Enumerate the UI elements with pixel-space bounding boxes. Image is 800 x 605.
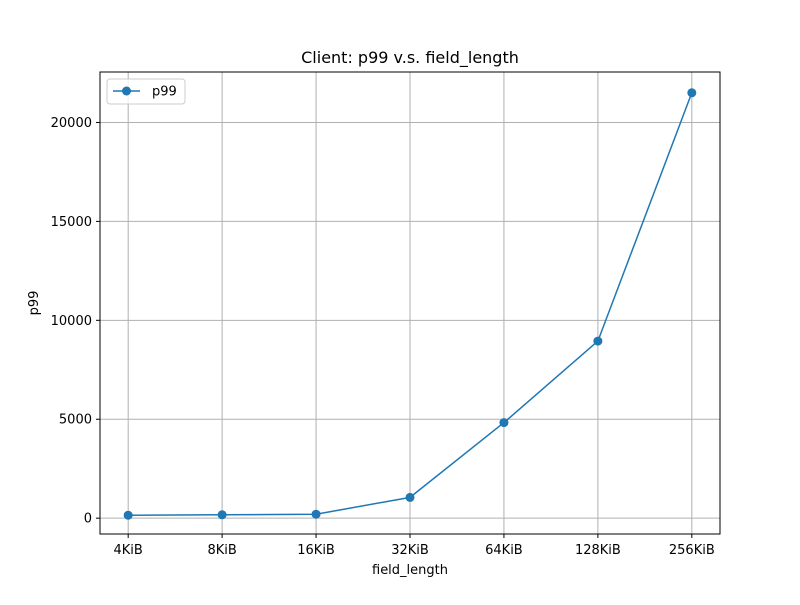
series-markers bbox=[123, 88, 697, 520]
legend-marker-p99 bbox=[122, 86, 131, 96]
x-axis-ticks: 4KiB 8KiB 16KiB 32KiB 64KiB 128KiB 256KiB bbox=[114, 534, 715, 558]
y-axis-ticks: 0 5000 10000 15000 20000 bbox=[51, 116, 100, 527]
y-tick-label: 0 bbox=[84, 512, 92, 527]
y-tick-label: 15000 bbox=[51, 215, 92, 230]
y-tick-label: 10000 bbox=[51, 314, 92, 329]
x-tick-label: 8KiB bbox=[207, 543, 236, 558]
x-tick-label: 16KiB bbox=[297, 543, 335, 558]
x-tick-label: 4KiB bbox=[114, 543, 143, 558]
x-tick-label: 128KiB bbox=[575, 543, 621, 558]
data-point-p99 bbox=[499, 418, 509, 428]
data-point-p99 bbox=[687, 88, 697, 98]
data-point-p99 bbox=[217, 510, 227, 520]
y-tick-label: 5000 bbox=[59, 413, 92, 428]
data-point-p99 bbox=[311, 509, 321, 519]
legend-box bbox=[106, 78, 186, 105]
data-point-p99 bbox=[123, 510, 133, 520]
chart-title: Client: p99 v.s. field_length bbox=[301, 48, 519, 68]
data-point-p99 bbox=[405, 492, 415, 502]
legend: p99 bbox=[106, 78, 186, 105]
data-point-p99 bbox=[593, 336, 603, 346]
y-axis-label: p99 bbox=[27, 291, 42, 316]
x-tick-label: 32KiB bbox=[391, 543, 429, 558]
grid bbox=[100, 72, 720, 534]
x-tick-label: 64KiB bbox=[485, 543, 523, 558]
y-tick-label: 20000 bbox=[51, 116, 92, 131]
x-axis-label: field_length bbox=[372, 563, 448, 578]
x-tick-label: 256KiB bbox=[669, 543, 715, 558]
legend-label-p99: p99 bbox=[152, 85, 177, 100]
